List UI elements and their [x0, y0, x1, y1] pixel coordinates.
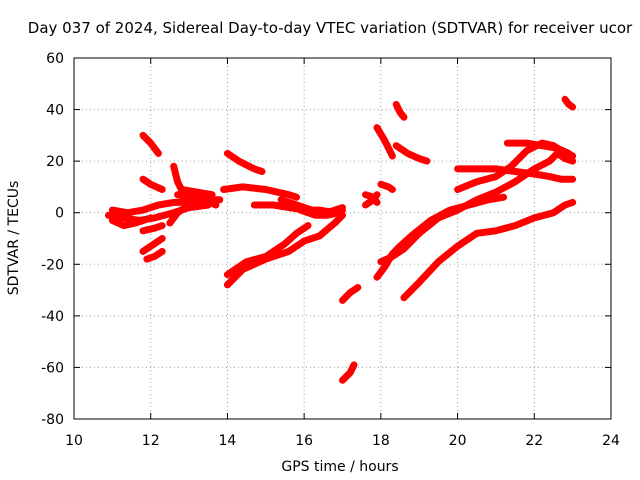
y-tick-label: 60 [46, 51, 64, 67]
series-s24 [377, 180, 396, 193]
series-s5 [139, 175, 166, 193]
x-tick-label: 14 [219, 433, 237, 449]
series-s30 [454, 165, 577, 183]
x-tick-label: 16 [295, 433, 313, 449]
y-tick-label: -80 [41, 412, 64, 428]
series-s3 [108, 214, 155, 230]
y-tick-label: -60 [41, 360, 64, 376]
x-tick-label: 24 [602, 433, 620, 449]
data-traces [105, 95, 577, 384]
x-tick-label: 18 [372, 433, 390, 449]
y-tick-label: -20 [41, 257, 64, 273]
x-tick-label: 20 [449, 433, 467, 449]
series-s20 [339, 361, 358, 384]
series-s12 [223, 149, 266, 175]
series-s14 [223, 211, 346, 289]
x-tick-label: 10 [65, 433, 83, 449]
series-s8 [143, 247, 166, 263]
series-s11 [174, 191, 220, 209]
series-s25 [392, 100, 408, 121]
series-s19 [339, 284, 362, 304]
x-axis-label: GPS time / hours [281, 459, 398, 475]
y-tick-label: 0 [55, 206, 64, 222]
y-tick-label: 20 [46, 154, 64, 170]
series-s4 [139, 131, 162, 157]
series-s18 [296, 206, 343, 219]
series-s22 [362, 191, 381, 206]
x-tick-label: 12 [142, 433, 160, 449]
series-s23 [373, 124, 396, 160]
y-tick-label: -40 [41, 309, 64, 325]
series-s13 [220, 183, 300, 201]
series-s27 [373, 193, 508, 281]
series-s32 [503, 139, 573, 157]
series-s33 [561, 95, 577, 111]
series-s6 [139, 222, 166, 235]
x-tick-label: 22 [525, 433, 543, 449]
series-s26 [392, 142, 431, 165]
series-s28 [377, 149, 577, 266]
grid [74, 58, 611, 419]
y-tick-label: 40 [46, 103, 64, 119]
y-axis-label: SDTVAR / TECUs [6, 181, 22, 296]
plot-frame [73, 57, 612, 420]
series-s10 [170, 162, 216, 199]
series-s7 [139, 235, 166, 255]
chart-title: Day 037 of 2024, Sidereal Day-to-day VTE… [28, 19, 633, 37]
series-s15 [223, 222, 312, 279]
series-s29 [400, 198, 577, 302]
axis-ticks: 10 12 14 16 18 20 22 24 -80 -60 -40 -20 0 20 40 60 [41, 51, 620, 449]
